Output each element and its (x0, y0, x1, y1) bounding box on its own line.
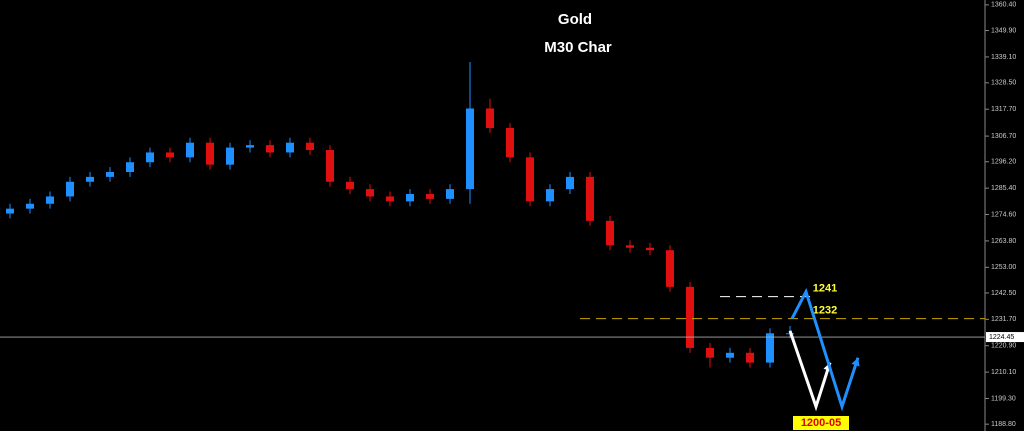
y-tick-label: 1296.20 (991, 159, 1016, 166)
candle-body (206, 142, 214, 165)
y-tick-label: 1188.80 (991, 421, 1016, 428)
candle-body (406, 193, 414, 202)
y-tick-label: 1306.70 (991, 133, 1016, 140)
y-tick-label: 1253.00 (991, 264, 1016, 271)
y-tick-label: 1285.40 (991, 185, 1016, 192)
candle-body (246, 145, 254, 148)
y-tick-label: 1274.60 (991, 211, 1016, 218)
candle-body (506, 128, 514, 158)
current-price-label: 1224.45 (989, 334, 1014, 341)
annotation-box (793, 416, 849, 430)
candle-body (746, 352, 754, 363)
y-tick-label: 1263.80 (991, 238, 1016, 245)
chart-subtitle: M30 Char (544, 39, 612, 56)
candle-body (366, 189, 374, 197)
candle-body (106, 172, 114, 177)
candle-body (546, 189, 554, 202)
y-tick-label: 1328.50 (991, 80, 1016, 87)
candle-body (566, 176, 574, 190)
candle-body (706, 347, 714, 358)
candle-body (646, 247, 654, 251)
candle-body (86, 176, 94, 182)
level-label: 1241 (813, 283, 837, 295)
chart-title: Gold (558, 11, 592, 28)
candle-body (626, 245, 634, 248)
candle-body (766, 333, 774, 363)
y-tick-label: 1220.90 (991, 343, 1016, 350)
candle-body (166, 152, 174, 158)
current-price-box (986, 332, 1024, 343)
candle-body (26, 203, 34, 209)
y-tick-label: 1231.70 (991, 316, 1016, 323)
candle-body (386, 196, 394, 202)
projection-arrowhead (851, 357, 860, 367)
y-tick-label: 1210.10 (991, 369, 1016, 376)
candle-body (606, 220, 614, 246)
y-tick-label: 1349.90 (991, 27, 1016, 34)
candle-body (46, 196, 54, 204)
projection-path (788, 330, 832, 412)
candle-body (686, 286, 694, 348)
candle-body (126, 162, 134, 173)
candle-body (426, 193, 434, 199)
candle-body (226, 147, 234, 165)
candle-body (666, 250, 674, 287)
y-tick-label: 1339.10 (991, 54, 1016, 61)
candle-body (486, 108, 494, 129)
candle-body (466, 108, 474, 190)
candle-body (306, 142, 314, 151)
candle-body (146, 152, 154, 163)
level-label: 1232 (813, 305, 837, 317)
candle-body (6, 208, 14, 214)
y-tick-label: 1242.50 (991, 290, 1016, 297)
candle-body (326, 150, 334, 182)
candle-body (446, 189, 454, 199)
candle-body (726, 352, 734, 358)
y-tick-label: 1360.40 (991, 2, 1016, 9)
candle-body (586, 176, 594, 221)
candle-body (66, 181, 74, 197)
candle-body (286, 142, 294, 153)
annotation: 1200-05 (801, 417, 841, 429)
candle-body (186, 142, 194, 158)
projection-path (790, 287, 860, 412)
candle-body (266, 145, 274, 153)
y-tick-label: 1317.70 (991, 106, 1016, 113)
y-tick-label: 1199.30 (991, 395, 1016, 402)
candle-body (346, 181, 354, 190)
candle-body (526, 157, 534, 202)
